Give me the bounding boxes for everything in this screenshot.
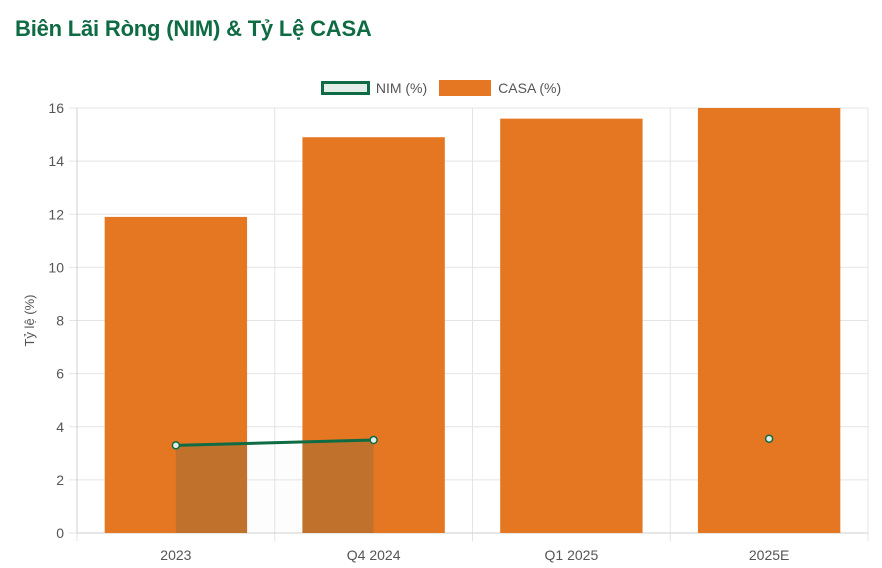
legend-item-casa[interactable]: CASA (%) (439, 80, 561, 96)
legend-label-nim: NIM (%) (375, 80, 428, 96)
nim-line-segment (175, 438, 374, 447)
y-tick-label: 6 (56, 366, 64, 382)
legend-swatch-nim (320, 81, 370, 95)
x-tick-label: 2025E (749, 547, 789, 563)
casa-bar (697, 108, 841, 533)
nim-point (369, 435, 378, 445)
nim-area-overlap (175, 443, 248, 533)
y-tick-label: 10 (48, 259, 64, 275)
y-tick-label: 4 (56, 419, 64, 435)
nim-point (764, 434, 774, 443)
chart-legend: NIM (%) CASA (%) (0, 77, 882, 99)
y-tick-label: 12 (48, 206, 64, 222)
nim-area-overlap (302, 440, 374, 533)
chart-title: Biên Lãi Ròng (NIM) & Tỷ Lệ CASA (15, 16, 372, 41)
casa-bar (500, 118, 643, 533)
nim-point (171, 441, 181, 450)
y-tick-label: 14 (48, 153, 64, 169)
x-tick-label: Q4 2024 (347, 547, 401, 563)
y-tick-label: 0 (56, 525, 64, 541)
y-tick-label: 2 (56, 472, 64, 488)
legend-item-nim[interactable]: NIM (%) (320, 80, 428, 96)
nim-area-edge (176, 440, 374, 533)
legend-label-casa: CASA (%) (498, 80, 562, 96)
x-tick-label: Q1 2025 (545, 547, 599, 563)
y-axis-title: Tỷ lệ (%) (22, 295, 37, 347)
y-tick-label: 16 (48, 100, 64, 116)
legend-swatch-casa (439, 80, 492, 96)
x-tick-label: 2023 (160, 547, 191, 563)
y-tick-label: 8 (56, 313, 64, 329)
